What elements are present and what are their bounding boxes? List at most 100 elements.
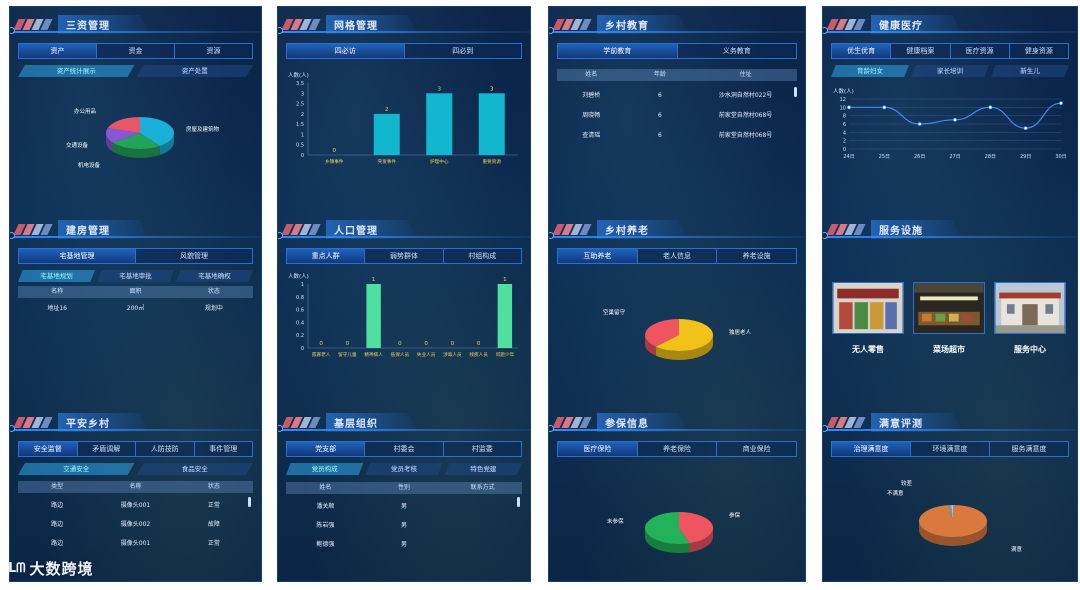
subtab-members[interactable]: 党员构成 bbox=[286, 463, 364, 475]
tab-events[interactable]: 事件管理 bbox=[209, 445, 238, 453]
subtab-women[interactable]: 育龄妇女 bbox=[831, 65, 909, 77]
data-point[interactable] bbox=[988, 105, 993, 110]
panel-health: 健康医疗 优生优育 健康档案 医疗资源 健身资源 育龄妇女 家长培训 新生儿 人… bbox=[823, 7, 1077, 197]
bar[interactable] bbox=[478, 93, 505, 155]
pie-slice[interactable] bbox=[140, 117, 174, 146]
tab-visit[interactable]: 四必访 bbox=[287, 44, 405, 58]
table-row[interactable]: 路边 摄像头001 正常 bbox=[18, 538, 253, 550]
x-tick-label: 突发事件 bbox=[378, 158, 397, 165]
col-header-name: 名称 bbox=[51, 288, 64, 295]
subtab-traffic[interactable]: 交通安全 bbox=[18, 463, 135, 475]
subtab-food[interactable]: 食品安全 bbox=[136, 463, 253, 475]
tab-homestead[interactable]: 宅基地管理 bbox=[19, 249, 136, 263]
table-row[interactable]: 周晓畅 6 前家堂自然村068号 bbox=[557, 110, 797, 122]
data-point[interactable] bbox=[882, 105, 887, 110]
pie-slice[interactable] bbox=[951, 505, 953, 521]
cell: 陈岩强 bbox=[316, 522, 335, 529]
tab-supervision[interactable]: 安全监督 bbox=[19, 442, 78, 456]
table-row[interactable]: 路边 摄像头002 故障 bbox=[18, 519, 253, 531]
table-scrollbar[interactable] bbox=[794, 87, 797, 97]
data-point[interactable] bbox=[917, 122, 922, 126]
tab-compulsory[interactable]: 义务教育 bbox=[722, 47, 751, 55]
tab-medical-resources[interactable]: 医疗资源 bbox=[951, 44, 1010, 58]
tab-pension[interactable]: 养老保险 bbox=[638, 442, 718, 456]
table-row[interactable]: 鲍德强 男 bbox=[286, 539, 522, 551]
pie-slice-side bbox=[655, 335, 713, 360]
table-row[interactable]: 陈岩强 男 bbox=[286, 520, 522, 532]
subtab-approve[interactable]: 宅基地审批 bbox=[97, 270, 174, 282]
bar[interactable] bbox=[373, 113, 400, 155]
tab-service[interactable]: 服务满意度 bbox=[1011, 445, 1047, 453]
pie-slice[interactable] bbox=[645, 512, 690, 544]
tab-health-record[interactable]: 健康档案 bbox=[891, 44, 951, 58]
bar[interactable] bbox=[426, 93, 453, 155]
pie-slice[interactable] bbox=[919, 505, 987, 537]
table-row[interactable]: 路边 摄像头001 正常 bbox=[18, 500, 253, 512]
tab-bar: 学前教育 义务教育 bbox=[557, 43, 797, 59]
cell: 路边 bbox=[51, 521, 64, 528]
x-tick-label: 孤寡老人 bbox=[312, 351, 331, 358]
tab-vulnerable[interactable]: 弱势群体 bbox=[365, 249, 444, 263]
facility-card-service[interactable]: 服务中心 bbox=[994, 282, 1066, 355]
bar-value-label: 3 bbox=[438, 86, 442, 92]
tab-defense[interactable]: 人防技防 bbox=[136, 442, 195, 456]
tab-environment[interactable]: 环境满意度 bbox=[911, 442, 990, 456]
pie-slice[interactable] bbox=[112, 133, 160, 149]
table-row[interactable]: 地址16 200㎡ 规划中 bbox=[18, 303, 253, 315]
tab-supervisory[interactable]: 村监委 bbox=[471, 445, 493, 453]
tab-party-branch[interactable]: 党支部 bbox=[287, 442, 366, 456]
pie-slice[interactable] bbox=[106, 128, 140, 143]
pie-slice[interactable] bbox=[679, 512, 713, 544]
tab-village[interactable]: 村组构成 bbox=[468, 252, 497, 260]
subtab-assessment[interactable]: 党员考核 bbox=[365, 463, 443, 475]
tab-style[interactable]: 风貌管理 bbox=[180, 252, 208, 260]
facility-card-retail[interactable]: 无人零售 bbox=[832, 282, 904, 355]
subtab-confirm[interactable]: 宅基地确权 bbox=[176, 270, 253, 282]
tab-arrive[interactable]: 四必到 bbox=[452, 47, 474, 55]
tab-assets[interactable]: 资产 bbox=[19, 44, 97, 58]
table-scrollbar[interactable] bbox=[517, 497, 520, 507]
pie-slice[interactable] bbox=[107, 117, 140, 133]
tab-eugenics[interactable]: 优生优育 bbox=[832, 44, 892, 58]
data-point[interactable] bbox=[1023, 126, 1028, 131]
subtab-asset-disposal[interactable]: 资产处置 bbox=[136, 65, 253, 77]
tab-fitness[interactable]: 健身资源 bbox=[1024, 47, 1053, 55]
bar[interactable] bbox=[497, 284, 513, 348]
subtab-newborn[interactable]: 新生儿 bbox=[991, 65, 1069, 77]
subtab-parents[interactable]: 家长培训 bbox=[911, 65, 989, 77]
tab-mutual-aid[interactable]: 互助养老 bbox=[558, 249, 638, 263]
tab-funds[interactable]: 资金 bbox=[97, 44, 175, 58]
pie-slice[interactable] bbox=[655, 319, 713, 351]
cell: 6 bbox=[657, 132, 662, 139]
tab-medical[interactable]: 医疗保险 bbox=[558, 442, 638, 456]
tab-mediation[interactable]: 矛盾调解 bbox=[78, 442, 136, 456]
column-3: 乡村教育 学前教育 义务教育 姓名 年龄 住址 刘碧桥 6 沙水洞自然村022号… bbox=[548, 6, 806, 582]
tab-elder-facilities[interactable]: 养老设施 bbox=[742, 252, 771, 260]
y-tick-label: 2 bbox=[843, 139, 846, 145]
satisfaction-pie-chart: 较差 不满意 满意 bbox=[887, 479, 1023, 553]
pie-slice[interactable] bbox=[645, 319, 679, 347]
data-point[interactable] bbox=[953, 117, 957, 122]
tab-committee[interactable]: 村委会 bbox=[365, 442, 444, 456]
table-row[interactable]: 查清瑶 6 前家堂自然村068号 bbox=[557, 130, 797, 142]
table-row[interactable]: 潘关顺 男 bbox=[286, 501, 522, 513]
tab-bar: 四必访 四必到 bbox=[286, 43, 522, 59]
data-point[interactable] bbox=[847, 105, 851, 110]
tab-commercial[interactable]: 商业保险 bbox=[742, 445, 771, 453]
facility-card-market[interactable]: 菜场超市 bbox=[913, 282, 985, 355]
data-point[interactable] bbox=[1059, 101, 1063, 106]
tab-key-groups[interactable]: 重点人群 bbox=[287, 249, 366, 263]
tab-preschool[interactable]: 学前教育 bbox=[558, 44, 678, 58]
bar-value-label: 1 bbox=[372, 277, 376, 283]
subtab-plan[interactable]: 宅基地规划 bbox=[18, 270, 95, 282]
pie-slice[interactable] bbox=[948, 505, 953, 521]
tab-resources[interactable]: 资源 bbox=[206, 47, 221, 55]
table-row[interactable]: 刘碧桥 6 沙水洞自然村022号 bbox=[557, 90, 797, 102]
tab-elder-info[interactable]: 老人信息 bbox=[638, 249, 718, 263]
bar[interactable] bbox=[366, 284, 381, 348]
subtab-asset-stats[interactable]: 资产统计展示 bbox=[18, 65, 135, 77]
tab-governance[interactable]: 治理满意度 bbox=[832, 442, 911, 456]
health-line-chart: 人数(人) 0 2 4 6 8 10 12 24日 25日 26日 27日 28日 29日 30日 bbox=[833, 87, 1067, 160]
table-scrollbar[interactable] bbox=[248, 497, 251, 507]
subtab-special[interactable]: 特色党建 bbox=[444, 463, 522, 475]
